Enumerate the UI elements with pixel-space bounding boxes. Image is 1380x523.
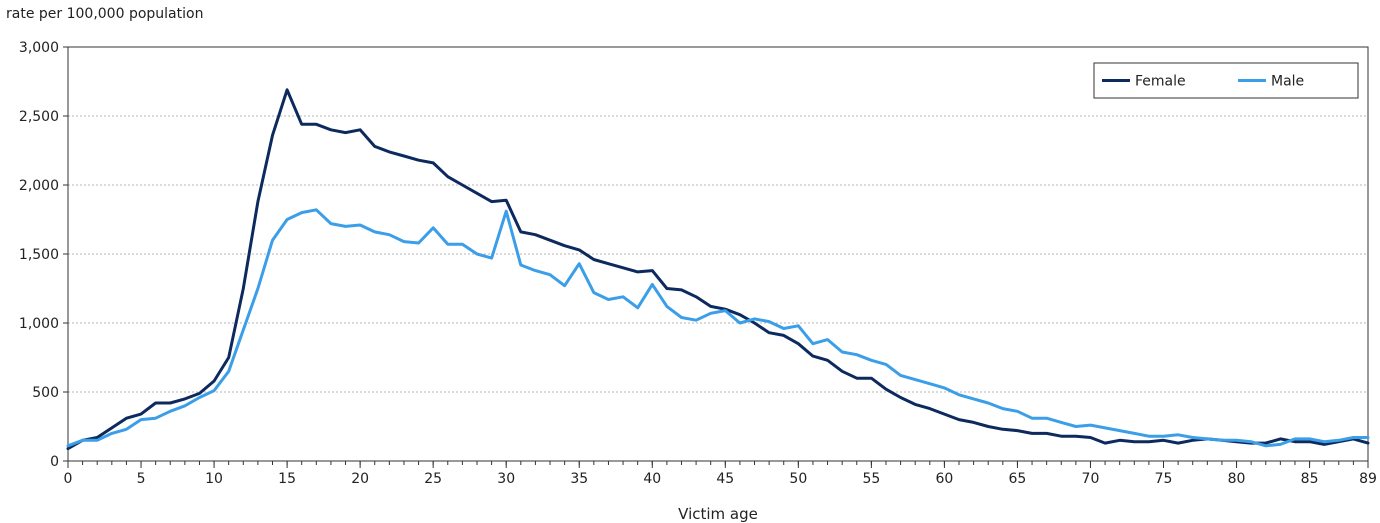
y-axis-title: rate per 100,000 population bbox=[6, 6, 204, 22]
x-tick-label: 85 bbox=[1301, 471, 1319, 487]
y-tick-label: 2,500 bbox=[19, 109, 59, 125]
x-tick-label: 45 bbox=[716, 471, 734, 487]
x-tick-label: 89 bbox=[1359, 471, 1377, 487]
series-line-female bbox=[66, 88, 1370, 451]
x-tick-label: 40 bbox=[643, 471, 661, 487]
x-tick-label: 60 bbox=[935, 471, 953, 487]
y-tick-label: 500 bbox=[32, 385, 59, 401]
x-tick-label: 75 bbox=[1155, 471, 1173, 487]
x-tick-label: 50 bbox=[789, 471, 807, 487]
x-tick-label: 15 bbox=[278, 471, 296, 487]
x-tick-label: 30 bbox=[497, 471, 515, 487]
series-lines bbox=[66, 88, 1370, 451]
x-tick-label: 10 bbox=[205, 471, 223, 487]
x-tick-label: 0 bbox=[64, 471, 73, 487]
legend-box bbox=[1093, 62, 1359, 99]
y-tick-label: 0 bbox=[50, 454, 59, 470]
y-tick-label: 1,000 bbox=[19, 316, 59, 332]
y-tick-label: 1,500 bbox=[19, 247, 59, 263]
legend-label-female: Female bbox=[1135, 74, 1186, 90]
x-tick-label: 55 bbox=[862, 471, 880, 487]
x-tick-label: 70 bbox=[1082, 471, 1100, 487]
x-tick-label: 5 bbox=[137, 471, 146, 487]
gridlines bbox=[68, 115, 1368, 393]
x-axis: 0 5 10 15 20 25 30 35 40 45 50 55 60 65 70 75 80 85 89 bbox=[64, 461, 1377, 487]
y-axis: 0 500 1,000 1,500 2,000 2,500 3,000 bbox=[19, 40, 68, 470]
legend-label-male: Male bbox=[1271, 74, 1304, 90]
x-tick-label: 35 bbox=[570, 471, 588, 487]
x-tick-label: 80 bbox=[1228, 471, 1246, 487]
x-tick-label: 20 bbox=[351, 471, 369, 487]
series-line-male bbox=[66, 208, 1370, 448]
x-tick-label: 25 bbox=[424, 471, 442, 487]
legend: Female Male bbox=[1093, 62, 1359, 99]
y-tick-label: 3,000 bbox=[19, 40, 59, 56]
x-tick-label: 65 bbox=[1009, 471, 1027, 487]
x-axis-title: Victim age bbox=[678, 505, 758, 523]
y-tick-label: 2,000 bbox=[19, 178, 59, 194]
